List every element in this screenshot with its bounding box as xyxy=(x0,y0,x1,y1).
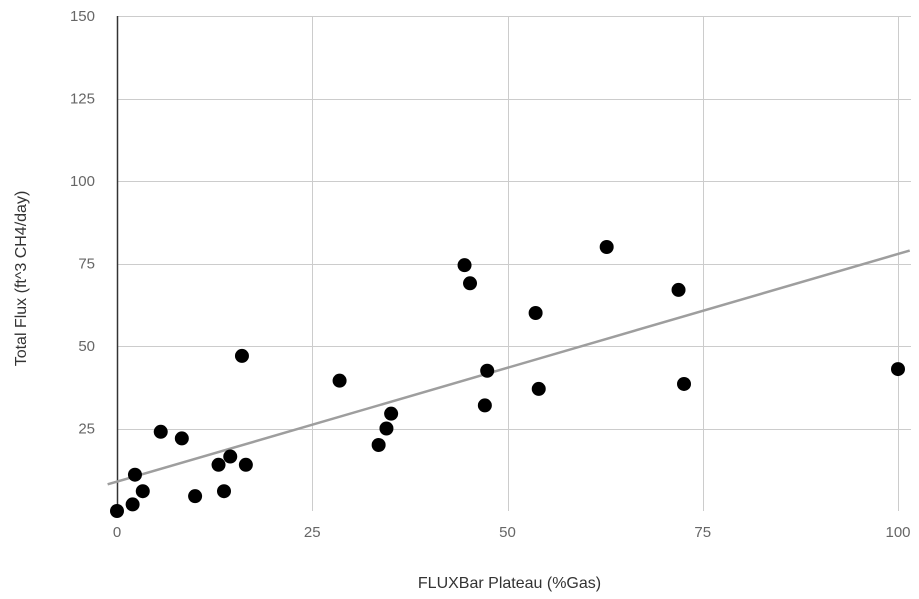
trendline-layer xyxy=(107,249,911,486)
data-point xyxy=(677,376,692,391)
data-point xyxy=(457,258,472,273)
data-point xyxy=(531,381,546,396)
data-point xyxy=(599,240,614,254)
y-axis-title: Total Flux (ft^3 CH4/day) xyxy=(13,191,30,367)
data-point xyxy=(480,363,495,378)
x-axis-title: FLUXBar Plateau (%Gas) xyxy=(418,575,601,592)
data-point xyxy=(223,449,238,464)
y-tick-label: 50 xyxy=(78,338,95,355)
data-point xyxy=(135,484,150,499)
x-tick-label: 50 xyxy=(499,524,516,541)
x-tick-label: 100 xyxy=(885,524,910,541)
data-point xyxy=(153,424,168,439)
y-tick-label: 25 xyxy=(78,421,95,438)
data-point xyxy=(125,497,140,512)
data-point xyxy=(371,438,386,452)
data-point xyxy=(238,457,253,472)
grid-lines xyxy=(117,16,911,511)
data-point xyxy=(216,484,231,499)
data-point xyxy=(891,362,905,377)
data-point xyxy=(211,457,226,472)
data-point xyxy=(477,398,492,413)
y-tick-label: 125 xyxy=(70,91,95,108)
data-point xyxy=(463,276,478,291)
data-point xyxy=(234,348,249,363)
data-points xyxy=(110,240,905,518)
data-point xyxy=(671,282,686,297)
data-point xyxy=(379,421,394,436)
y-tick-label: 150 xyxy=(70,8,95,25)
y-tick-label: 100 xyxy=(70,173,95,190)
trendline xyxy=(107,249,911,486)
data-point xyxy=(110,504,124,518)
data-point xyxy=(332,373,347,388)
data-point xyxy=(127,467,142,482)
x-tick-label: 0 xyxy=(113,524,121,541)
y-tick-label: 75 xyxy=(78,256,95,273)
tick-labels: 25 50 75 100 125 150 0 25 50 75 100 xyxy=(70,8,911,541)
x-tick-label: 25 xyxy=(304,524,321,541)
data-point xyxy=(384,406,399,421)
data-point xyxy=(174,431,189,446)
data-point xyxy=(188,489,203,504)
x-tick-label: 75 xyxy=(694,524,711,541)
data-point xyxy=(528,306,543,320)
